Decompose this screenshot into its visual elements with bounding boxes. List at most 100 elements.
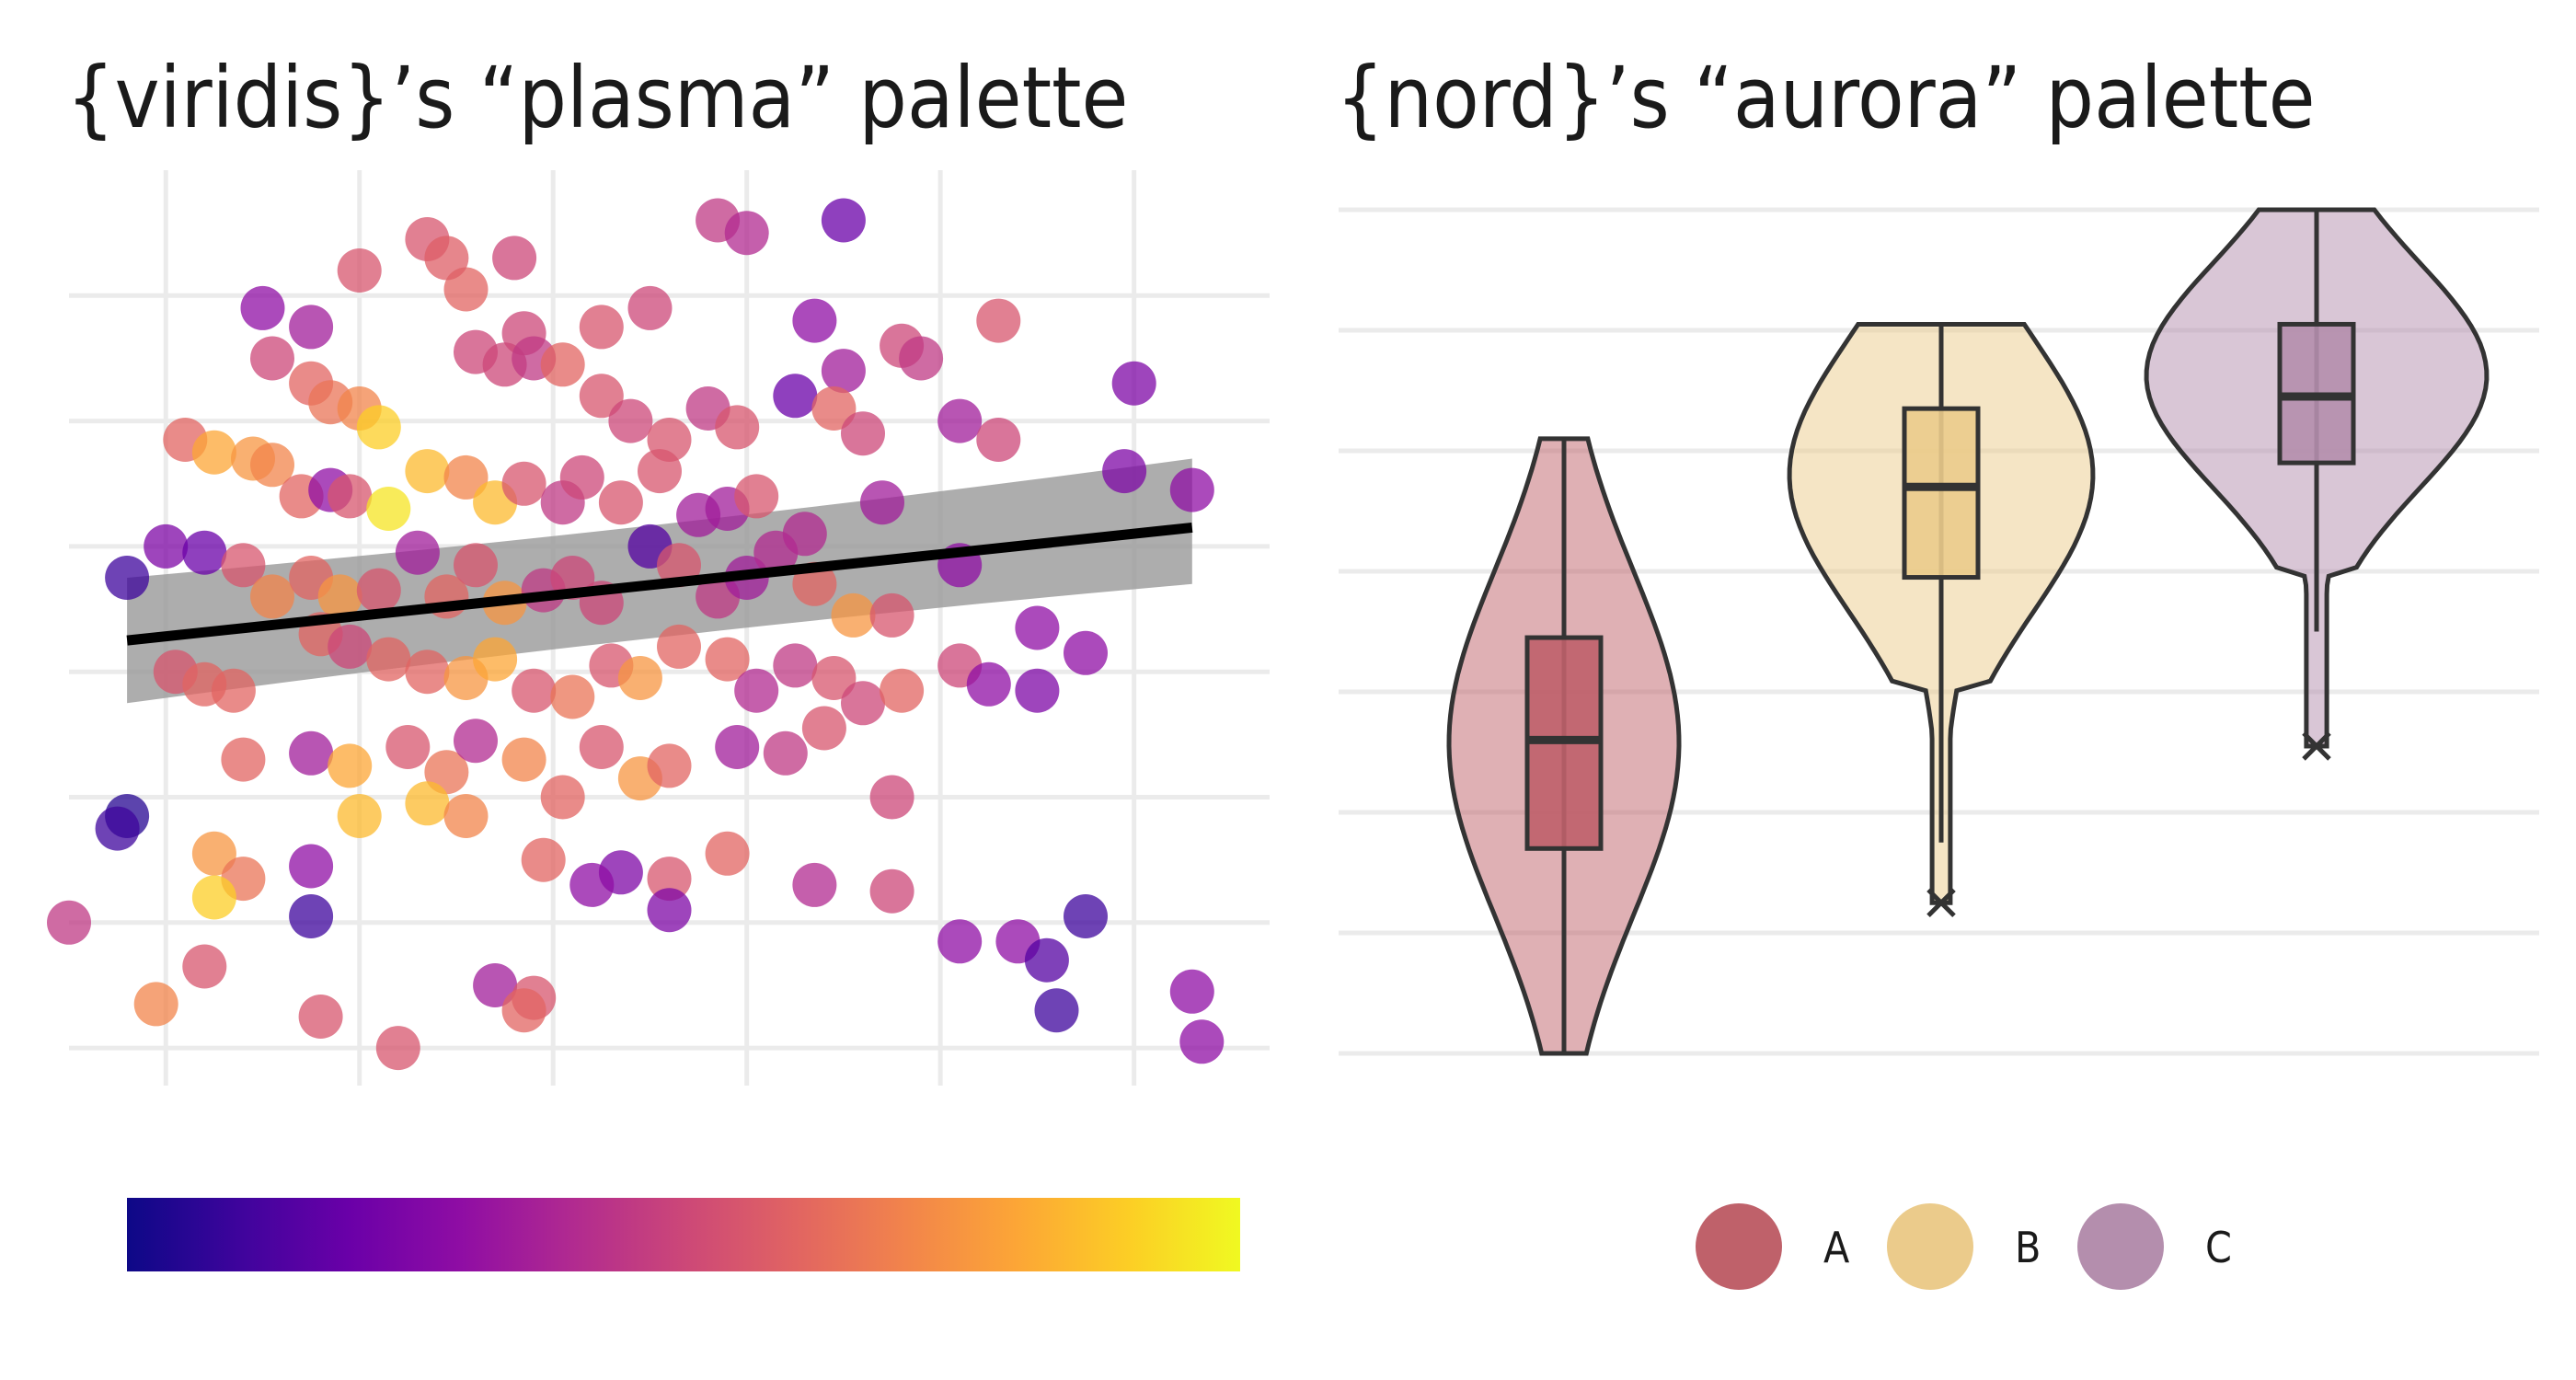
scatter-point <box>182 944 227 989</box>
scatter-point <box>869 868 914 914</box>
scatter-point <box>328 743 373 788</box>
scatter-point <box>937 398 983 443</box>
scatter-point <box>715 405 760 450</box>
scatter-point <box>356 405 401 450</box>
scatter-point <box>1179 1019 1225 1064</box>
scatter-point <box>1102 449 1147 494</box>
scatter-point <box>705 831 750 876</box>
scatter-point <box>1024 937 1069 983</box>
legend-label: B <box>2015 1223 2041 1272</box>
scatter-point <box>443 794 489 838</box>
scatter-point <box>191 430 236 475</box>
legend-swatch <box>1696 1203 1782 1290</box>
outlier-marker <box>2302 731 2331 761</box>
legend-swatch <box>2077 1203 2164 1290</box>
violin-chart-title: {nord}’s “aurora” palette <box>1336 49 2316 147</box>
aurora-violin-panel: {nord}’s “aurora” palette A B C <box>1336 49 2539 1290</box>
scatter-point <box>182 530 227 575</box>
scatter-point <box>540 342 585 387</box>
scatter-point <box>899 336 944 381</box>
scatter-point <box>133 982 178 1027</box>
scatter-point <box>328 474 373 519</box>
violin-group-b <box>1787 322 2096 918</box>
scatter-point <box>375 1026 420 1071</box>
scatter-point <box>869 592 914 638</box>
scatter-point <box>647 857 692 902</box>
scatter-point <box>647 743 692 788</box>
scatter-point <box>298 995 343 1039</box>
legend-label: A <box>1823 1223 1849 1272</box>
scatter-points <box>47 198 1225 1071</box>
scatter-point <box>831 592 876 638</box>
scatter-point <box>617 656 662 700</box>
scatter-point <box>976 418 1021 462</box>
scatter-point <box>144 523 189 569</box>
scatter-point <box>753 530 799 575</box>
scatter-point <box>501 988 546 1033</box>
scatter-point <box>801 706 846 751</box>
legend-item-b: B <box>1887 1203 2041 1290</box>
scatter-point <box>1169 969 1214 1014</box>
scatter-point <box>966 661 1011 707</box>
scatter-point <box>337 794 382 838</box>
scatter-point <box>501 461 546 506</box>
scatter-point <box>221 737 266 782</box>
scatter-point <box>724 211 769 256</box>
scatter-point <box>792 862 837 907</box>
scatter-point <box>289 844 334 889</box>
violin-legend: A B C <box>1696 1203 2232 1290</box>
scatter-point <box>492 236 537 281</box>
violin-group-a <box>1446 436 1682 1056</box>
scatter-point <box>337 248 382 293</box>
scatter-point <box>1169 467 1214 512</box>
scatter-point <box>405 781 450 826</box>
legend-label: C <box>2205 1223 2232 1272</box>
scatter-point <box>328 624 373 669</box>
scatter-point <box>821 349 866 394</box>
scatter-point <box>211 668 256 713</box>
scatter-point <box>1064 894 1108 938</box>
scatter-point <box>95 806 140 851</box>
scatter-point <box>395 530 440 575</box>
scatter-point <box>734 668 779 713</box>
scatter-point <box>540 775 585 820</box>
scatter-point <box>454 543 498 588</box>
scatter-point <box>579 725 624 769</box>
scatter-point <box>550 674 595 719</box>
violin-group-c <box>2144 207 2490 761</box>
scatter-point <box>1064 630 1108 675</box>
scatter-point <box>443 454 489 500</box>
outlier-marker <box>1926 888 1956 918</box>
scatter-point <box>569 862 615 907</box>
scatter-point <box>792 298 837 343</box>
scatter-point <box>579 374 624 419</box>
scatter-point <box>559 454 604 500</box>
scatter-point <box>366 487 411 531</box>
scatter-point <box>289 894 334 938</box>
scatter-point <box>608 398 653 443</box>
scatter-point <box>250 574 294 619</box>
scatter-point <box>638 449 682 494</box>
scatter-point <box>860 480 904 525</box>
scatter-point <box>598 480 643 525</box>
scatter-point <box>937 919 983 964</box>
scatter-point <box>250 336 294 381</box>
scatter-point <box>627 285 673 330</box>
scatter-point <box>647 888 692 933</box>
scatter-point <box>821 198 866 243</box>
scatter-point <box>521 837 566 882</box>
scatter-point <box>47 900 91 945</box>
scatter-point <box>317 574 362 619</box>
scatter-point <box>657 624 701 669</box>
scatter-point <box>289 305 334 350</box>
scatter-point <box>405 650 450 695</box>
plasma-colorbar <box>127 1198 1240 1271</box>
scatter-point <box>1015 668 1060 713</box>
scatter-point <box>773 374 818 419</box>
scatter-point <box>105 556 150 600</box>
scatter-point <box>501 737 546 782</box>
scatter-point <box>424 236 469 281</box>
scatter-point <box>473 963 518 1007</box>
scatter-point <box>512 668 557 713</box>
